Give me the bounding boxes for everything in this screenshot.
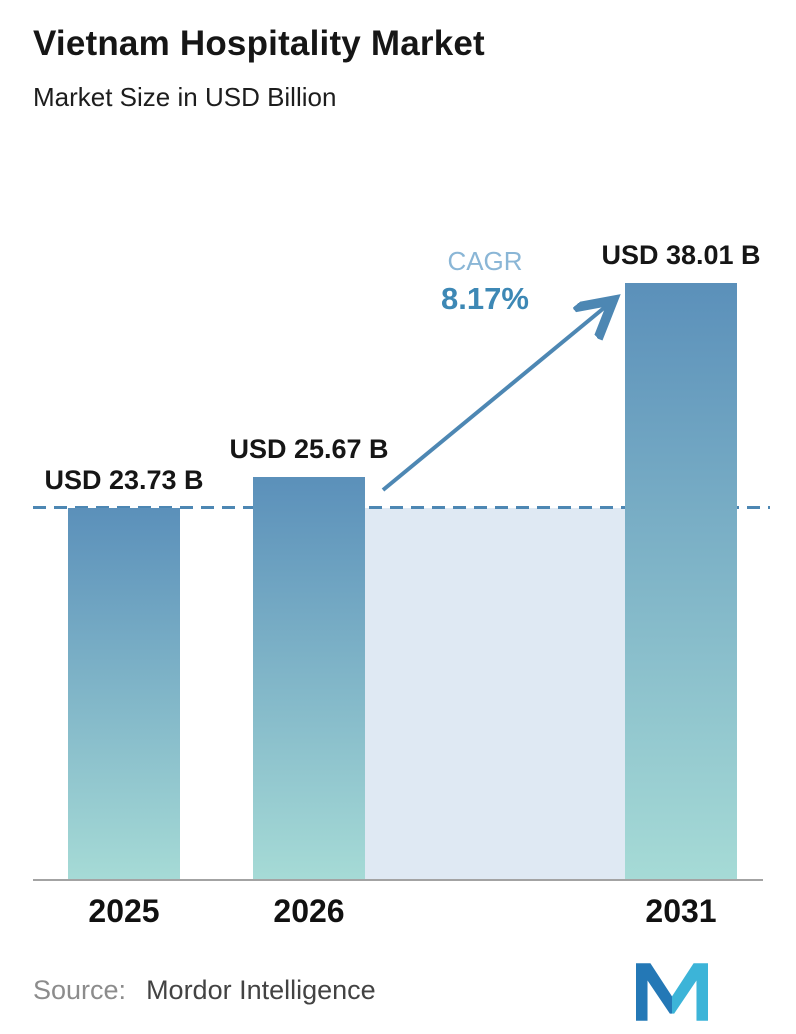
logo-left-shape xyxy=(636,963,672,1021)
reference-dashed-line xyxy=(33,506,770,509)
logo-right-shape xyxy=(672,963,708,1021)
x-axis-line xyxy=(33,879,763,881)
cagr-label: CAGR xyxy=(447,246,523,276)
bar-value-label-2025: USD 23.73 B xyxy=(44,465,204,495)
bar-2031 xyxy=(625,283,737,881)
x-axis-tick-2031: 2031 xyxy=(645,893,717,929)
x-axis-tick-2026: 2026 xyxy=(273,893,345,929)
bar-value-label-2026: USD 25.67 B xyxy=(229,434,389,464)
bar-2025 xyxy=(68,508,180,881)
cagr-value: 8.17% xyxy=(441,281,529,316)
chart-subtitle: Market Size in USD Billion xyxy=(33,82,337,112)
source-value: Mordor Intelligence xyxy=(146,975,376,1005)
bar-2026 xyxy=(253,477,365,881)
x-axis-tick-2025: 2025 xyxy=(88,893,160,929)
chart-title: Vietnam Hospitality Market xyxy=(33,24,485,63)
mordor-intelligence-logo xyxy=(636,963,708,1021)
source-row: Source: Mordor Intelligence xyxy=(33,975,376,1006)
bar-value-label-2031: USD 38.01 B xyxy=(601,240,761,270)
source-label: Source: xyxy=(33,975,127,1005)
